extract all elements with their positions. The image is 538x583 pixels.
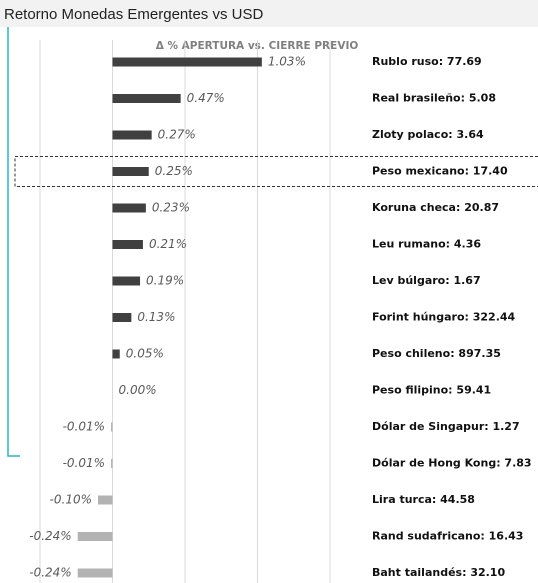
category-label: Dólar de Hong Kong: 7.83	[372, 457, 532, 470]
bar	[112, 203, 146, 213]
value-label: 0.13%	[137, 310, 175, 324]
value-label: 0.47%	[187, 91, 225, 105]
category-label: Lev búlgaro: 1.67	[372, 274, 481, 287]
value-label: -0.01%	[63, 456, 105, 470]
frame-accent	[7, 27, 20, 457]
value-label: -0.01%	[63, 420, 105, 434]
bar	[112, 57, 262, 67]
bar	[98, 495, 113, 505]
category-label: Rublo ruso: 77.69	[372, 55, 482, 68]
value-label: 0.05%	[126, 347, 164, 361]
bar	[77, 568, 113, 578]
value-label: 0.00%	[119, 383, 157, 397]
category-label: Peso chileno: 897.35	[372, 347, 501, 360]
value-label: 0.23%	[152, 201, 190, 215]
bar	[111, 422, 113, 432]
category-label: Peso mexicano: 17.40	[372, 165, 508, 178]
title-band	[0, 0, 538, 27]
bar	[112, 349, 120, 359]
category-label: Koruna checa: 20.87	[372, 201, 499, 214]
bar	[112, 276, 141, 286]
highlight-box	[14, 156, 538, 187]
category-label: Lira turca: 44.58	[372, 493, 475, 506]
bar	[77, 532, 113, 541]
category-label: Baht tailandés: 32.10	[372, 566, 505, 579]
value-label: -0.24%	[29, 529, 71, 543]
bar	[112, 130, 152, 140]
value-label: 1.03%	[268, 55, 306, 69]
chart-title: Retorno Monedas Emergentes vs USD	[4, 6, 263, 23]
value-label: 0.25%	[155, 164, 193, 178]
bar	[112, 94, 181, 103]
category-label: Rand sudafricano: 16.43	[372, 530, 523, 543]
value-label: -0.24%	[29, 566, 71, 580]
value-label: 0.19%	[146, 274, 184, 288]
bar	[112, 240, 143, 249]
value-label: 0.27%	[158, 128, 196, 142]
value-label: -0.10%	[50, 493, 92, 507]
category-label: Forint húngaro: 322.44	[372, 311, 516, 324]
category-label: Real brasileño: 5.08	[372, 92, 496, 105]
category-label: Peso filipino: 59.41	[372, 384, 491, 397]
bar	[112, 167, 149, 176]
bar	[111, 459, 113, 468]
category-label: Zloty polaco: 3.64	[372, 128, 484, 141]
category-label: Leu rumano: 4.36	[372, 238, 481, 251]
category-label: Dólar de Singapur: 1.27	[372, 420, 520, 433]
value-label: 0.21%	[149, 237, 187, 251]
bar	[112, 313, 132, 322]
